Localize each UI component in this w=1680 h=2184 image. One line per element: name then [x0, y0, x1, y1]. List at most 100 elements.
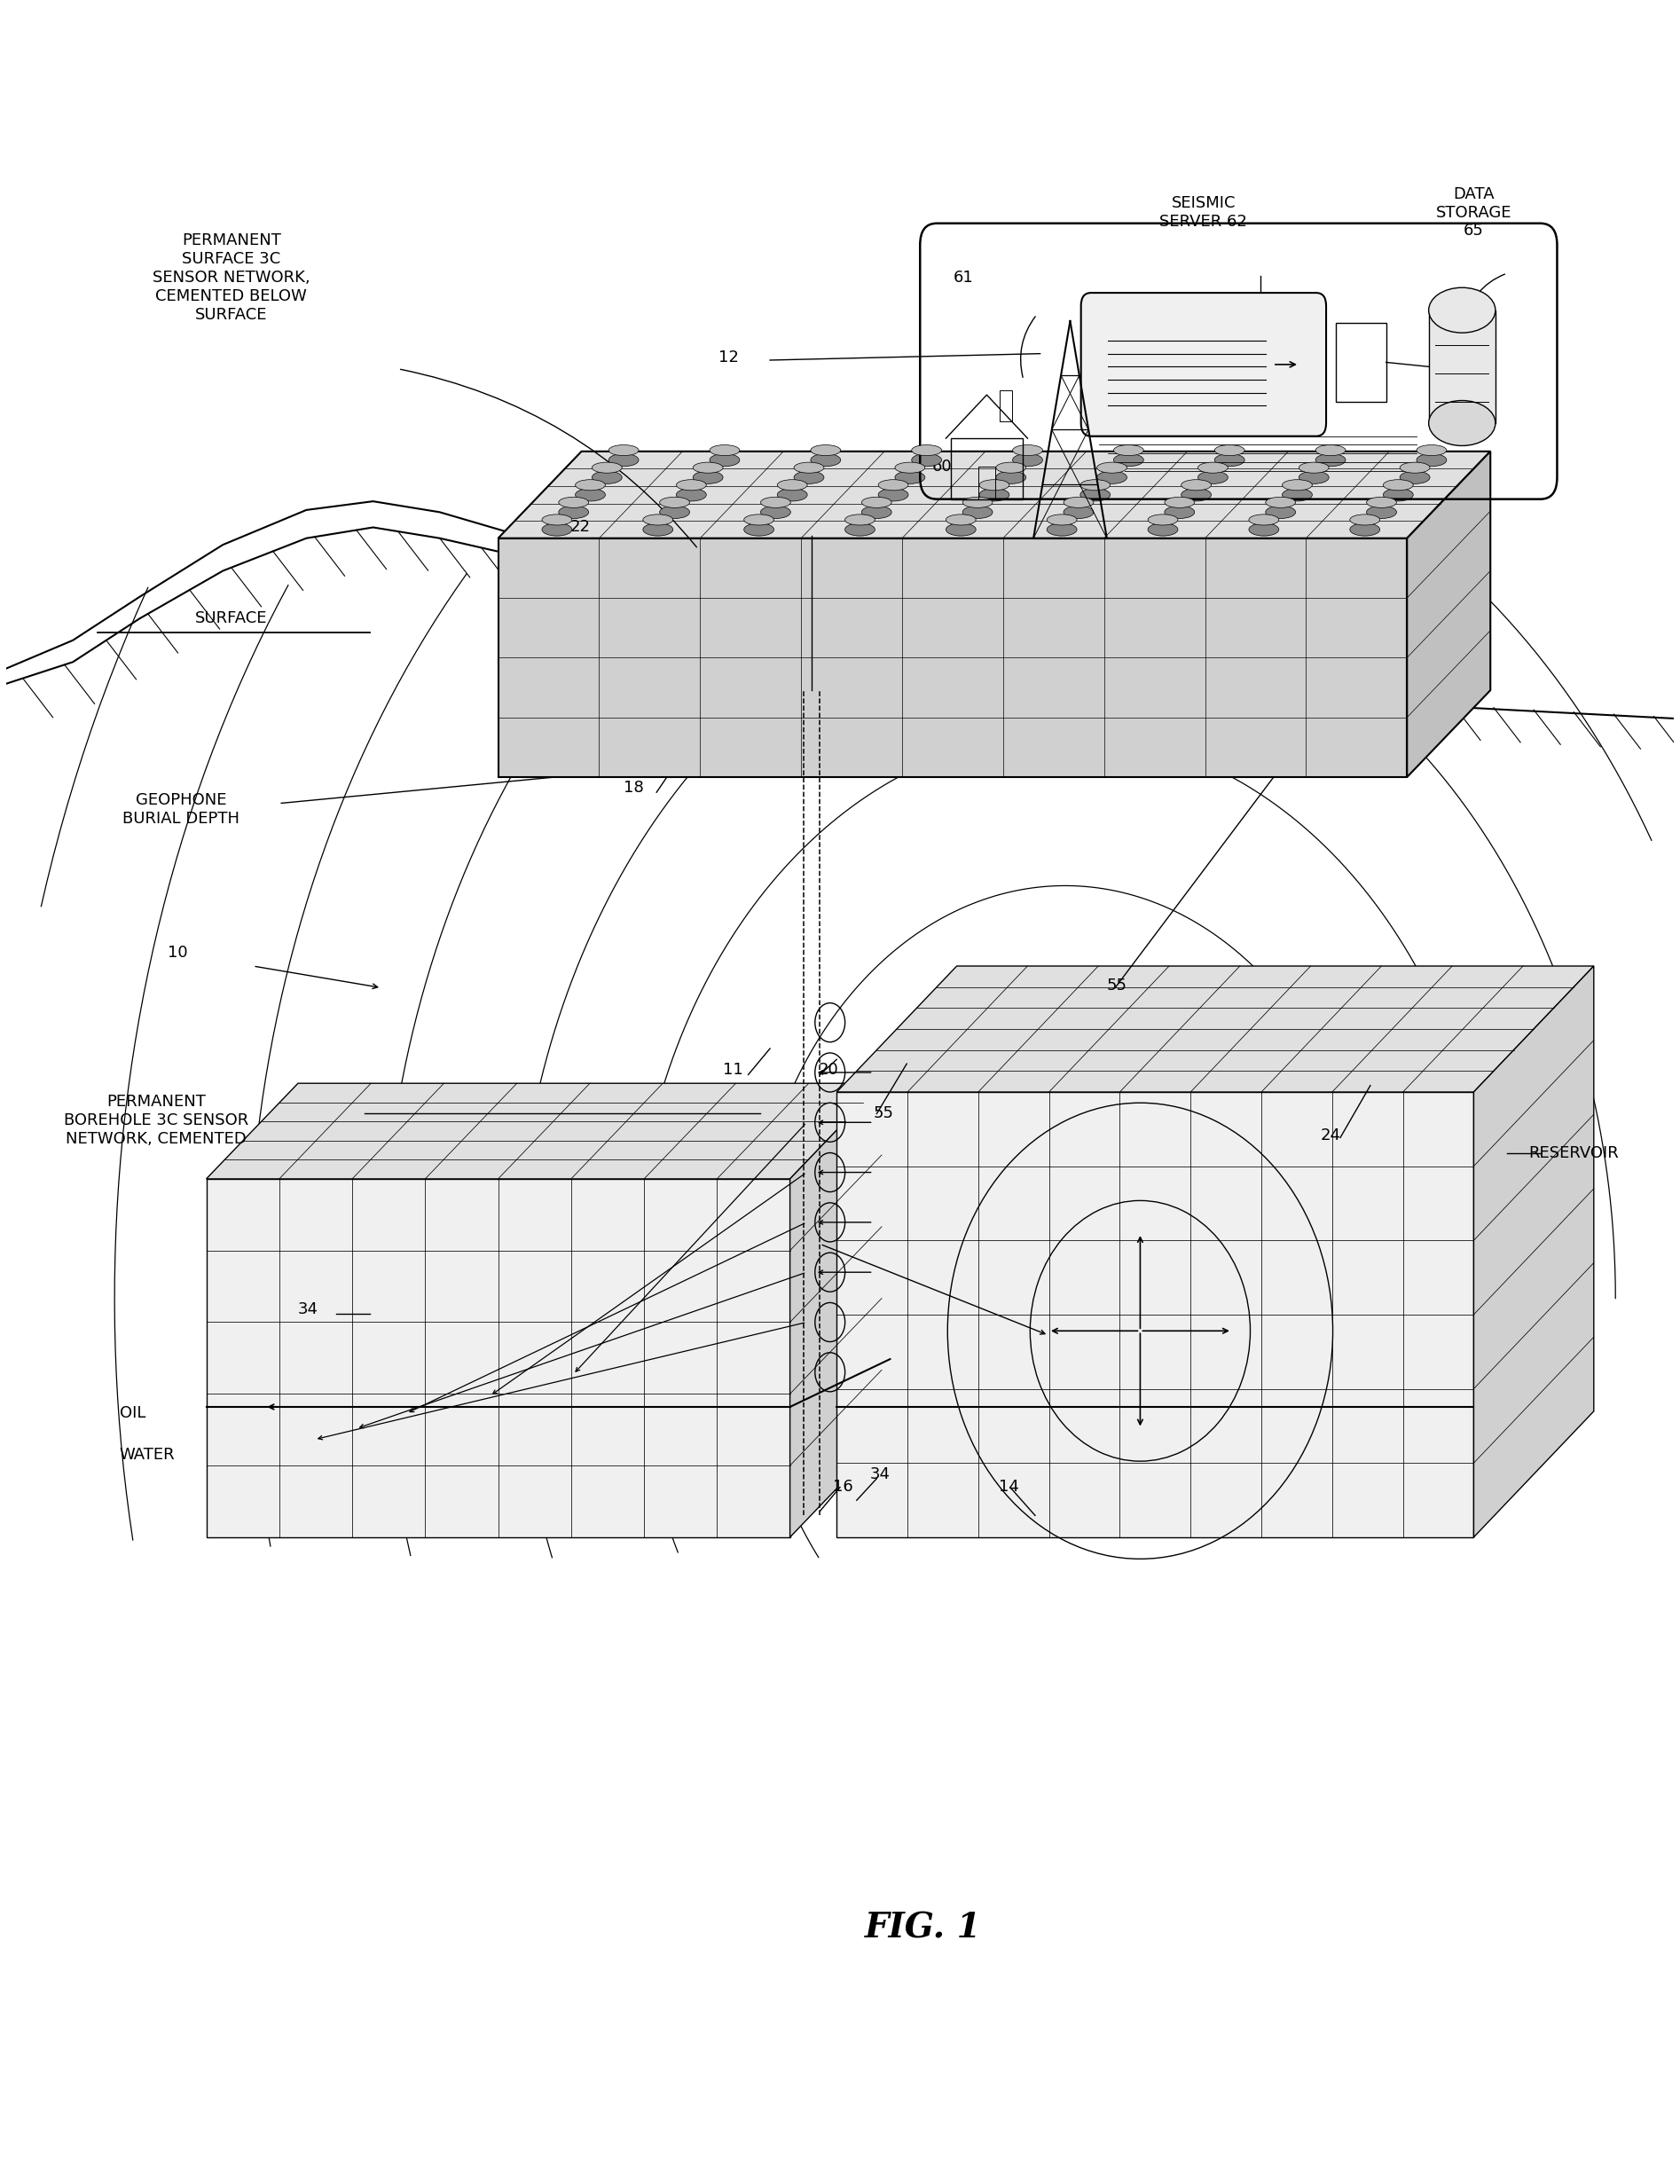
Ellipse shape: [1366, 507, 1396, 518]
Ellipse shape: [608, 446, 638, 456]
Polygon shape: [790, 1083, 882, 1538]
Ellipse shape: [862, 507, 892, 518]
Bar: [951, 439, 1023, 500]
Ellipse shape: [677, 480, 706, 491]
Ellipse shape: [845, 524, 875, 535]
Polygon shape: [207, 1179, 790, 1538]
Ellipse shape: [912, 454, 941, 467]
Ellipse shape: [1265, 498, 1295, 507]
Polygon shape: [1473, 965, 1594, 1538]
Ellipse shape: [660, 498, 689, 507]
Text: WATER: WATER: [119, 1446, 175, 1463]
Bar: [1000, 391, 1011, 422]
Ellipse shape: [575, 480, 605, 491]
Ellipse shape: [692, 472, 722, 485]
Ellipse shape: [643, 524, 674, 535]
Ellipse shape: [1315, 446, 1346, 456]
Ellipse shape: [1383, 480, 1413, 491]
Ellipse shape: [1248, 515, 1278, 524]
Bar: [978, 467, 995, 500]
Ellipse shape: [811, 446, 840, 456]
Ellipse shape: [1215, 446, 1245, 456]
Ellipse shape: [677, 489, 706, 500]
Ellipse shape: [1299, 463, 1329, 474]
Ellipse shape: [1399, 463, 1430, 474]
Ellipse shape: [1315, 454, 1346, 467]
Ellipse shape: [879, 480, 909, 491]
Ellipse shape: [845, 515, 875, 524]
Bar: [1336, 323, 1386, 402]
Ellipse shape: [1097, 463, 1127, 474]
Ellipse shape: [778, 480, 808, 491]
Ellipse shape: [1248, 524, 1278, 535]
Text: 18: 18: [623, 780, 643, 795]
Ellipse shape: [709, 446, 739, 456]
Text: 55: 55: [874, 1105, 894, 1123]
Text: 20: 20: [818, 1061, 838, 1079]
Text: 34: 34: [870, 1465, 890, 1483]
Ellipse shape: [591, 463, 622, 474]
Text: 14: 14: [998, 1479, 1018, 1496]
Ellipse shape: [1013, 454, 1043, 467]
Text: SURFACE: SURFACE: [195, 612, 267, 627]
Polygon shape: [207, 1083, 882, 1179]
Ellipse shape: [1181, 480, 1211, 491]
Text: 22: 22: [570, 520, 590, 535]
Ellipse shape: [608, 454, 638, 467]
Ellipse shape: [996, 463, 1026, 474]
Ellipse shape: [1299, 472, 1329, 485]
Text: 60: 60: [932, 459, 953, 474]
Ellipse shape: [1097, 472, 1127, 485]
Ellipse shape: [1282, 489, 1312, 500]
Ellipse shape: [795, 472, 823, 485]
Ellipse shape: [1164, 498, 1194, 507]
Text: 10: 10: [168, 946, 188, 961]
Ellipse shape: [1428, 400, 1495, 446]
Ellipse shape: [1164, 507, 1194, 518]
Ellipse shape: [1114, 446, 1144, 456]
Ellipse shape: [795, 463, 823, 474]
Ellipse shape: [1080, 489, 1110, 500]
Ellipse shape: [1383, 489, 1413, 500]
Ellipse shape: [862, 498, 892, 507]
Ellipse shape: [575, 489, 605, 500]
Ellipse shape: [879, 489, 909, 500]
Ellipse shape: [591, 472, 622, 485]
Ellipse shape: [744, 524, 774, 535]
Polygon shape: [837, 965, 1594, 1092]
Ellipse shape: [1198, 472, 1228, 485]
Ellipse shape: [1013, 446, 1043, 456]
Text: OIL: OIL: [119, 1406, 146, 1422]
Text: SEISMIC
SERVER 62: SEISMIC SERVER 62: [1159, 194, 1248, 229]
Text: 16: 16: [833, 1479, 853, 1496]
Ellipse shape: [660, 507, 689, 518]
Ellipse shape: [1063, 498, 1094, 507]
Ellipse shape: [1215, 454, 1245, 467]
Ellipse shape: [1114, 454, 1144, 467]
Ellipse shape: [1147, 515, 1178, 524]
Ellipse shape: [1416, 454, 1446, 467]
Ellipse shape: [895, 463, 926, 474]
Ellipse shape: [895, 472, 926, 485]
Ellipse shape: [744, 515, 774, 524]
Ellipse shape: [778, 489, 808, 500]
Text: GEOPHONE
BURIAL DEPTH: GEOPHONE BURIAL DEPTH: [123, 793, 240, 828]
Ellipse shape: [1282, 480, 1312, 491]
Text: 34: 34: [297, 1302, 319, 1317]
Text: PERMANENT
BOREHOLE 3C SENSOR
NETWORK, CEMENTED: PERMANENT BOREHOLE 3C SENSOR NETWORK, CE…: [64, 1094, 249, 1147]
Ellipse shape: [1047, 515, 1077, 524]
Ellipse shape: [1063, 507, 1094, 518]
Ellipse shape: [946, 515, 976, 524]
Text: 55: 55: [1107, 978, 1127, 994]
FancyBboxPatch shape: [1080, 293, 1326, 437]
Ellipse shape: [811, 454, 840, 467]
Text: 24: 24: [1320, 1127, 1341, 1144]
Ellipse shape: [1147, 524, 1178, 535]
Ellipse shape: [761, 498, 791, 507]
Text: 61: 61: [954, 269, 974, 286]
Ellipse shape: [692, 463, 722, 474]
Ellipse shape: [559, 498, 588, 507]
Ellipse shape: [963, 498, 993, 507]
Ellipse shape: [979, 489, 1010, 500]
Ellipse shape: [1349, 524, 1379, 535]
